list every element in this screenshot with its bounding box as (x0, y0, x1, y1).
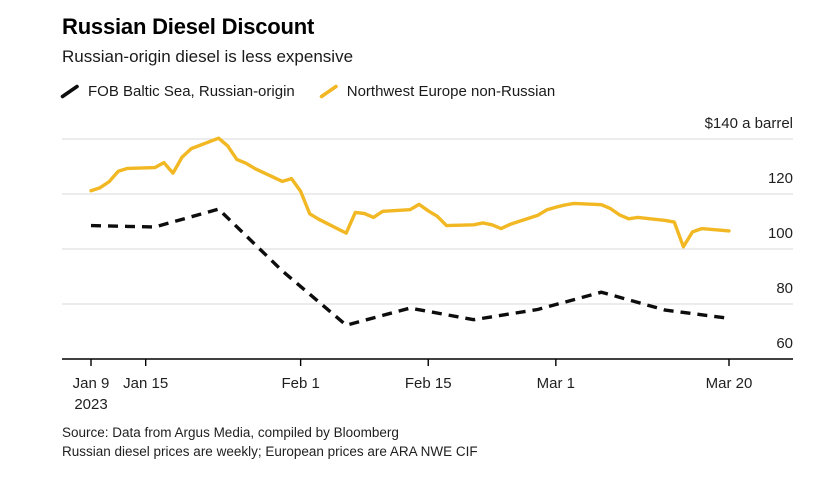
source-note: Source: Data from Argus Media, compiled … (62, 423, 478, 461)
y-tick-label: 120 (768, 170, 793, 187)
x-tick-label: Mar 20 (706, 375, 753, 392)
x-tick-sublabel: 2023 (74, 396, 107, 413)
y-tick-label: 80 (776, 280, 793, 297)
series-line-russian (90, 207, 730, 327)
page-title: Russian Diesel Discount (62, 14, 315, 39)
x-tick-label: Feb 15 (405, 375, 452, 392)
legend-item-russian: FOB Baltic Sea, Russian-origin (60, 83, 295, 100)
x-tick-label: Jan 9 (73, 375, 110, 392)
russian-line-swatch-icon (60, 84, 79, 99)
series-line-european (89, 136, 731, 249)
european-line-swatch-icon (319, 84, 338, 99)
source-line-2: Russian diesel prices are weekly; Europe… (62, 444, 478, 459)
legend-item-european: Northwest Europe non-Russian (319, 83, 555, 100)
y-tick-label: 100 (768, 225, 793, 242)
page-subtitle: Russian-origin diesel is less expensive (62, 47, 354, 66)
x-tick-label: Jan 15 (123, 375, 168, 392)
source-line-1: Source: Data from Argus Media, compiled … (62, 425, 399, 440)
legend-label-european: Northwest Europe non-Russian (346, 83, 556, 100)
x-tick-label: Feb 1 (281, 375, 319, 392)
y-tick-label: $140 a barrel (705, 115, 793, 132)
x-tick-label: Mar 1 (537, 375, 575, 392)
legend: FOB Baltic Sea, Russian-origin Northwest… (60, 83, 555, 100)
y-tick-label: 60 (776, 335, 793, 352)
legend-label-russian: FOB Baltic Sea, Russian-origin (88, 83, 295, 100)
